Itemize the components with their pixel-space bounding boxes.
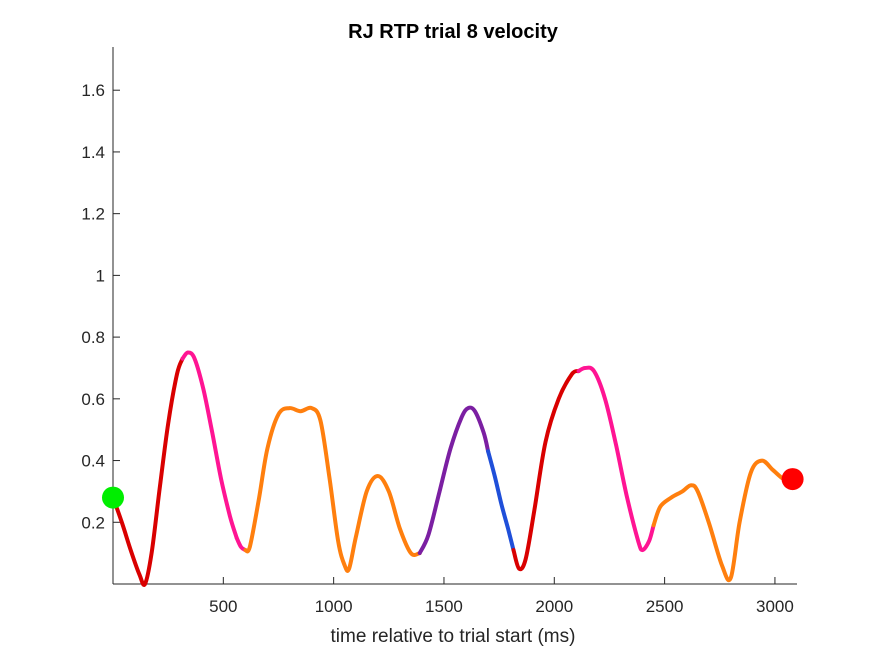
velocity-segment-line	[111, 356, 185, 587]
y-tick-label: 0.4	[81, 452, 105, 471]
plot-axes	[112, 47, 797, 585]
x-tick-label: 3000	[756, 597, 794, 616]
velocity-segment-line	[180, 350, 239, 540]
endpoint-markers	[102, 468, 804, 509]
x-axis-label: time relative to trial start (ms)	[331, 626, 576, 647]
start-marker	[102, 486, 124, 509]
x-tick-label: 2000	[535, 597, 573, 616]
velocity-segment-line	[651, 458, 795, 583]
y-tick-label: 0.8	[81, 328, 105, 347]
x-tick-label: 1500	[425, 597, 463, 616]
x-tick-label: 2500	[646, 597, 684, 616]
velocity-series	[111, 350, 795, 587]
x-ticks: 500 1000 1500 2000 2500 3000	[209, 577, 794, 616]
velocity-segment-line	[417, 405, 491, 556]
y-ticks: 0.2 0.4 0.6 0.8 1 1.2 1.4 1.6	[81, 81, 120, 532]
chart-title: RJ RTP trial 8 velocity	[348, 21, 559, 43]
y-tick-label: 1.6	[81, 81, 105, 100]
y-tick-label: 1	[96, 266, 105, 285]
velocity-segment-line	[576, 365, 656, 553]
velocity-segment-line	[511, 369, 581, 572]
y-tick-label: 0.6	[81, 390, 105, 409]
end-marker	[781, 468, 804, 491]
y-tick-label: 0.2	[81, 513, 105, 532]
velocity-segment-line	[243, 405, 422, 573]
y-tick-label: 1.2	[81, 205, 105, 224]
x-tick-label: 1000	[315, 597, 353, 616]
velocity-segment-line	[486, 449, 516, 553]
y-tick-label: 1.4	[81, 143, 105, 162]
velocity-segment-line	[234, 535, 248, 553]
x-tick-label: 500	[209, 597, 237, 616]
